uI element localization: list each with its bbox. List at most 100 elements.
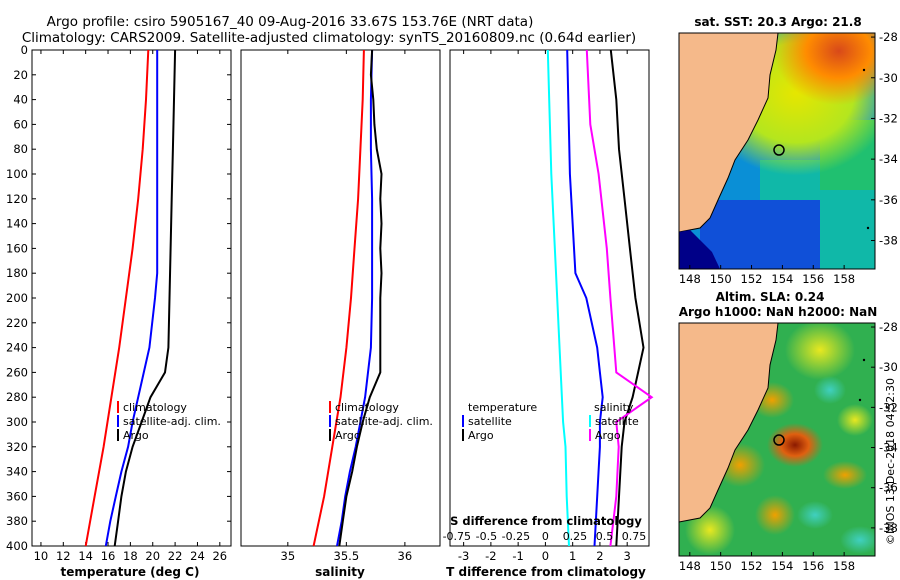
sla-map-title1: Altim. SLA: 0.24 bbox=[716, 290, 825, 304]
lat-tick-label: -34 bbox=[879, 152, 898, 166]
lat-tick-label: -36 bbox=[879, 481, 898, 495]
figure-title-line2: Climatology: CARS2009. Satellite-adjuste… bbox=[22, 30, 636, 46]
difference-lines bbox=[546, 49, 654, 547]
depth-tick-label: 120 bbox=[6, 192, 28, 206]
x-tick-label: 35 bbox=[281, 549, 296, 563]
x-tick-label: 24 bbox=[190, 549, 205, 563]
legend-sal-argo: Argo bbox=[335, 429, 361, 442]
temperature-axis: 10 12 14 16 18 20 22 24 26 bbox=[34, 50, 227, 563]
lon-tick-label: 154 bbox=[771, 272, 793, 286]
series-line-temperature-satellite bbox=[566, 49, 604, 547]
x-tick-label: 20 bbox=[145, 549, 160, 563]
temperature-legend: climatology satellite-adj. clim. Argo bbox=[117, 401, 221, 442]
argo-location-marker bbox=[773, 144, 785, 156]
depth-tick-label: 360 bbox=[6, 489, 28, 503]
depth-tick-label: 260 bbox=[6, 365, 28, 379]
legend-temp-argo: Argo bbox=[123, 429, 149, 442]
series-line-salinity-argo bbox=[585, 49, 654, 547]
sst-map: sat. SST: 20.3 Argo: 21.8 -28 -30 -32 -34 -3… bbox=[678, 15, 898, 286]
x-tick-label: 10 bbox=[34, 549, 49, 563]
depth-tick-label: 40 bbox=[13, 93, 28, 107]
series-line-salinity-satellite bbox=[546, 49, 570, 547]
s-diff-tick-label: -0.75 bbox=[443, 530, 471, 543]
lat-tick-label: -38 bbox=[879, 234, 898, 248]
lon-tick-label: 158 bbox=[833, 272, 855, 286]
lon-tick-label: 150 bbox=[710, 272, 732, 286]
sst-map-title: sat. SST: 20.3 Argo: 21.8 bbox=[694, 15, 861, 29]
depth-tick-label: 20 bbox=[13, 68, 28, 82]
legend-diff-t-argo: Argo bbox=[468, 429, 494, 442]
salinity-lines bbox=[312, 49, 383, 547]
lon-tick-label: 148 bbox=[679, 272, 701, 286]
x-tick-label: 3 bbox=[624, 549, 631, 563]
series-line-climatology bbox=[312, 49, 365, 547]
x-tick-label: 35.5 bbox=[334, 549, 360, 563]
legend-sal-climatology: climatology bbox=[335, 401, 399, 414]
temperature-panel: 0204060801001201401601802002202402602803… bbox=[6, 43, 649, 579]
depth-tick-label: 200 bbox=[6, 291, 28, 305]
copyright-stamp: ©IMOS 13-Dec-2018 04:52:30 bbox=[884, 378, 897, 545]
x-tick-label: -3 bbox=[458, 549, 469, 563]
lat-tick-label: -38 bbox=[879, 521, 898, 535]
t-difference-axis: -3 -2 -1 0 1 2 3 bbox=[458, 50, 631, 563]
sla-map: Altim. SLA: 0.24 Argo h1000: NaN h2000: … bbox=[678, 290, 898, 573]
x-tick-label: 18 bbox=[123, 549, 138, 563]
difference-legend-temperature: temperature satellite Argo bbox=[462, 401, 537, 442]
legend-temp-satellite: satellite-adj. clim. bbox=[123, 415, 221, 428]
sla-map-title2: Argo h1000: NaN h2000: NaN bbox=[679, 305, 878, 319]
lat-tick-label: -30 bbox=[879, 71, 898, 85]
x-tick-label: 26 bbox=[212, 549, 227, 563]
s-difference-ticks: -0.75 -0.5 -0.25 0 0.25 0.5 0.75 bbox=[443, 530, 647, 543]
lon-tick-label: 156 bbox=[802, 272, 824, 286]
legend-sal-satellite: satellite-adj. clim. bbox=[335, 415, 433, 428]
x-tick-label: 1 bbox=[569, 549, 576, 563]
sla-map-axes: -28 -30 -32 -34 -36 -38 148 150 152 154 156 158 bbox=[679, 320, 898, 573]
depth-tick-label: 340 bbox=[6, 465, 28, 479]
lat-tick-label: -32 bbox=[879, 111, 898, 125]
sst-map-axes: -28 -30 -32 -34 -36 -38 148 150 152 154 156 158 bbox=[679, 30, 898, 286]
legend-diff-temperature-title: temperature bbox=[468, 401, 537, 414]
x-tick-label: 16 bbox=[101, 549, 116, 563]
legend-diff-s-satellite: satellite bbox=[595, 415, 639, 428]
s-diff-tick-label: 0 bbox=[542, 530, 549, 543]
temperature-xlabel: temperature (deg C) bbox=[61, 565, 200, 579]
depth-tick-label: 400 bbox=[6, 539, 28, 553]
depth-tick-label: 300 bbox=[6, 415, 28, 429]
s-diff-tick-label: 0.75 bbox=[622, 530, 647, 543]
salinity-xlabel: salinity bbox=[315, 565, 365, 579]
temperature-lines bbox=[84, 49, 177, 547]
lon-tick-label: 158 bbox=[833, 559, 855, 573]
salinity-axis: 35 35.5 36 bbox=[281, 50, 413, 563]
depth-tick-label: 240 bbox=[6, 341, 28, 355]
lon-tick-label: 148 bbox=[679, 559, 701, 573]
s-diff-tick-label: -0.25 bbox=[502, 530, 530, 543]
difference-legend-salinity: salinity satellite Argo bbox=[589, 401, 639, 442]
lat-tick-label: -28 bbox=[879, 30, 898, 44]
x-tick-label: -1 bbox=[512, 549, 523, 563]
depth-tick-label: 160 bbox=[6, 241, 28, 255]
argo-location-marker-sla bbox=[773, 434, 785, 446]
depth-tick-label: 140 bbox=[6, 217, 28, 231]
s-diff-tick-label: 0.5 bbox=[596, 530, 614, 543]
depth-tick-label: 100 bbox=[6, 167, 28, 181]
figure-title-line1: Argo profile: csiro 5905167_40 09-Aug-20… bbox=[47, 14, 534, 30]
lon-tick-label: 154 bbox=[771, 559, 793, 573]
x-tick-label: 36 bbox=[398, 549, 413, 563]
lon-tick-label: 152 bbox=[741, 272, 763, 286]
salinity-panel: 35 35.5 36 salinity climatology satellite-… bbox=[240, 49, 441, 579]
t-difference-xlabel: T difference from climatology bbox=[446, 565, 646, 579]
x-tick-label: 2 bbox=[596, 549, 603, 563]
x-tick-label: 0 bbox=[542, 549, 549, 563]
depth-tick-label: 280 bbox=[6, 390, 28, 404]
depth-tick-label: 80 bbox=[13, 142, 28, 156]
legend-diff-t-satellite: satellite bbox=[468, 415, 512, 428]
depth-tick-label: 320 bbox=[6, 440, 28, 454]
x-tick-label: 12 bbox=[56, 549, 71, 563]
series-line-climatology bbox=[84, 49, 150, 547]
lat-tick-label: -34 bbox=[879, 441, 898, 455]
lat-tick-label: -36 bbox=[879, 193, 898, 207]
lon-tick-label: 152 bbox=[741, 559, 763, 573]
series-line-satellite-adj-clim- bbox=[336, 49, 374, 547]
salinity-legend: climatology satellite-adj. clim. Argo bbox=[329, 401, 433, 442]
